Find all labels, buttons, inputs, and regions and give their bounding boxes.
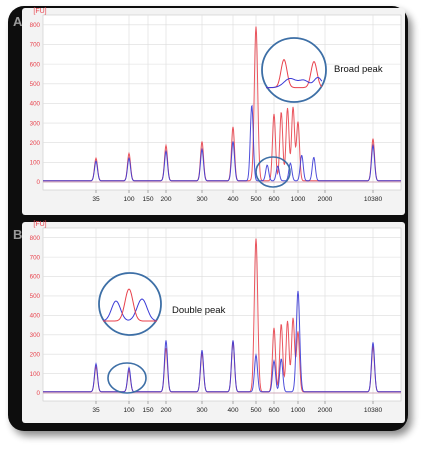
panel-b-ytick-700: 700 [30,254,41,261]
panel-a-ytick-600: 600 [30,61,41,68]
panel-a-zoom-source-circle [255,156,291,188]
panel-b-xtick-10380: 10380 [364,407,383,414]
panel-b-xtick-200: 200 [160,407,171,414]
panel-a-ytick-0: 0 [37,179,41,186]
panel-b-ytick-600: 600 [30,274,41,281]
panel-a-xtick-150: 150 [142,196,153,203]
panel-b-annotation: Double peak [172,305,226,316]
panel-b-ytick-300: 300 [30,332,41,339]
panel-a-xtick-500: 500 [250,196,261,203]
panel-a-xtick-10380: 10380 [364,196,383,203]
panel-b-series [43,238,401,393]
panel-a-xticks: 35 100 150 200 300 400 500 600 1000 2000 10380 [92,190,382,203]
panel-b-zoom-circle [98,272,162,336]
panel-b-xticks: 35 100 150 200 300 400 500 600 1000 2000 10380 [92,401,382,414]
panel-b-xtick-300: 300 [196,407,207,414]
panel-a-xtick-400: 400 [227,196,238,203]
panel-a-xtick-200: 200 [160,196,171,203]
panel-b-ytick-800: 800 [30,235,41,242]
panel-b-zoom-trace-blue [102,298,158,322]
panel-a-xtick-300: 300 [196,196,207,203]
panel-a-ytick-100: 100 [30,160,41,167]
panel-b-letter: B [13,227,22,242]
panel-a-xtick-1000: 1000 [291,196,306,203]
panel-a-yticks: 0 100 200 300 400 500 600 700 800 [30,22,41,186]
panel-a-ytick-700: 700 [30,42,41,49]
panel-b-ytick-100: 100 [30,371,41,378]
panel-b-xtick-1000: 1000 [291,407,306,414]
panel-b-ytick-500: 500 [30,293,41,300]
panel-b-xtick-35: 35 [92,407,100,414]
panel-a-series [43,26,401,182]
panel-b-zoom-source-circle [107,362,147,394]
panel-b-xtick-400: 400 [227,407,238,414]
panel-b-xtick-600: 600 [268,407,279,414]
panel-a-xtick-100: 100 [123,196,134,203]
panel-b-ytick-200: 200 [30,351,41,358]
panel-b-xtick-500: 500 [250,407,261,414]
panel-a-annotation: Broad peak [334,64,383,75]
panel-a-ytick-200: 200 [30,140,41,147]
panel-b-ytick-0: 0 [37,390,41,397]
panel-a-ytick-400: 400 [30,101,41,108]
panel-a-xtick-2000: 2000 [318,196,333,203]
panel-a-xtick-600: 600 [268,196,279,203]
panel-a-trace-blue [43,104,401,182]
panel-b-yticks: 0 100 200 300 400 500 600 700 800 [30,235,41,397]
panel-b-trace-blue [43,290,401,393]
panel-b-xtick-2000: 2000 [318,407,333,414]
panel-b-xtick-100: 100 [123,407,134,414]
panel-b-ytick-400: 400 [30,313,41,320]
panel-a-ytick-800: 800 [30,22,41,29]
panel-a-zoom-callout [255,37,327,188]
panel-b-ylabel: [FU] [33,221,46,228]
panel-a-plot-area [42,14,402,191]
panel-b-zoom-trace-red [103,288,157,322]
panel-a-zoom-trace-blue [266,77,323,89]
panel-a-xtick-35: 35 [92,196,100,203]
panel-a-ytick-500: 500 [30,81,41,88]
panel-a-ytick-300: 300 [30,120,41,127]
panel-a-ylabel: [FU] [33,8,46,15]
panel-b-xtick-150: 150 [142,407,153,414]
panel-b-zoom-callout [98,272,162,394]
panel-a-letter: A [13,14,23,29]
